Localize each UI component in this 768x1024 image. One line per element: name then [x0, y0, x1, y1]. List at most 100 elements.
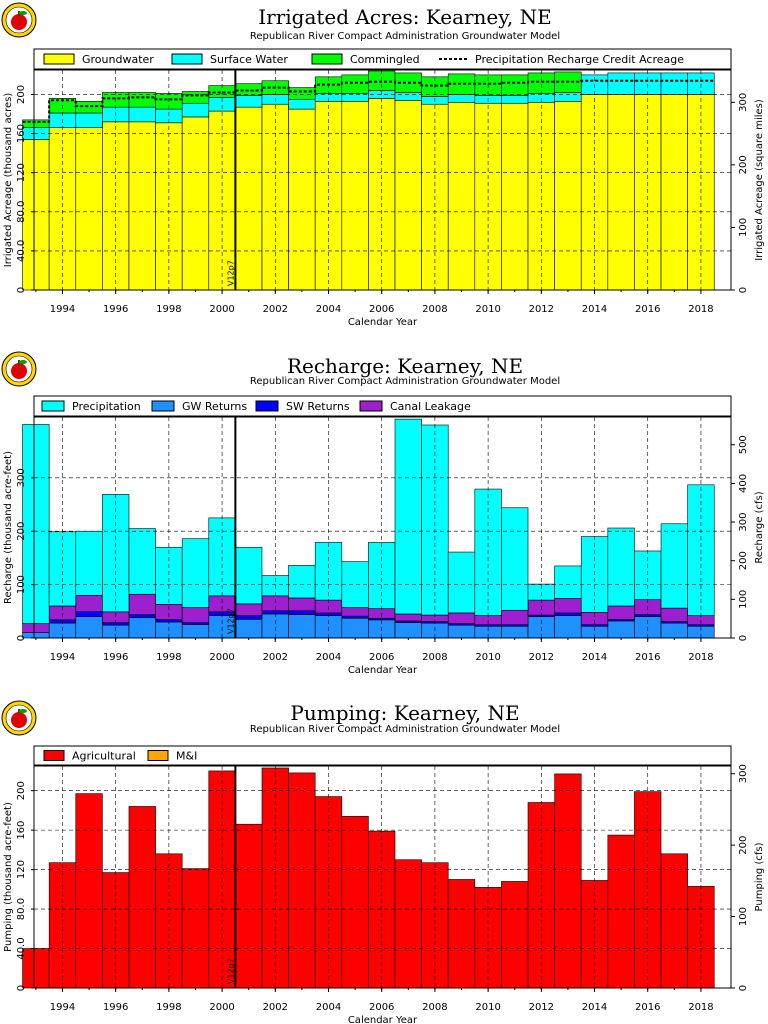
x-tick-label: 1998	[156, 1002, 181, 1013]
y2-axis-label: Pumping (cfs)	[754, 842, 765, 911]
x-tick-label: 2010	[475, 304, 500, 315]
x-tick-label: 2008	[422, 1002, 447, 1013]
legend-label: Commingled	[350, 53, 420, 66]
y-tick-label: 160	[16, 821, 27, 840]
bar-segment	[607, 620, 635, 639]
logo-apple	[11, 363, 27, 379]
bar-segment	[288, 614, 316, 639]
bar-segment	[394, 859, 422, 989]
y-tick-label: 0	[16, 287, 27, 293]
y2-tick-label: 0	[738, 287, 749, 293]
legend-label: Agricultural	[72, 750, 136, 763]
y2-tick-label: 100	[738, 218, 749, 237]
bar-segment	[22, 623, 50, 633]
x-axis-label: Calendar Year	[348, 317, 418, 328]
bar-segment	[288, 565, 316, 599]
bar-segment	[607, 72, 635, 95]
legend-swatch	[359, 400, 383, 412]
chart-title: Irrigated Acres: Kearney, NE	[258, 5, 551, 29]
x-tick-label: 2006	[369, 304, 394, 315]
bar-segment	[75, 530, 103, 596]
bar-segment	[128, 617, 156, 639]
bar-segment	[75, 112, 103, 128]
y2-tick-label: 500	[738, 435, 749, 454]
bar-segment	[447, 612, 476, 624]
x-tick-label: 2010	[475, 1002, 500, 1013]
bar-segment	[394, 100, 422, 291]
legend-label: Precipitation	[72, 400, 141, 413]
logo-apple	[11, 712, 27, 728]
y2-tick-label: 200	[738, 155, 749, 174]
y-tick-label: 40.0	[16, 937, 27, 959]
x-tick-label: 2012	[529, 652, 554, 663]
bar-segment	[660, 523, 688, 609]
x-tick-label: 2018	[688, 652, 713, 663]
bar-segment	[447, 551, 476, 614]
legend-swatch	[151, 400, 175, 412]
legend-swatch	[311, 53, 343, 65]
bar-segment	[527, 72, 555, 94]
chart-subtitle: Republican River Compact Administration …	[250, 376, 560, 387]
bar-segment	[48, 127, 77, 291]
bar-segment	[128, 121, 156, 291]
x-axis-label: Calendar Year	[348, 1015, 418, 1024]
bar-segment	[447, 624, 476, 639]
bar-segment	[660, 607, 688, 622]
logo-leaf	[19, 709, 27, 713]
x-tick-label: 1996	[103, 652, 128, 663]
bar-segment	[75, 127, 103, 291]
y2-tick-label: 0	[738, 985, 749, 991]
bar-segment	[261, 613, 289, 639]
bar-segment	[128, 614, 156, 619]
bar-segment	[341, 607, 369, 617]
y-tick-label: 200	[16, 85, 27, 104]
legend-label: Canal Leakage	[390, 400, 471, 413]
bar-segment	[394, 613, 422, 622]
x-tick-label: 2000	[209, 1002, 234, 1013]
x-tick-label: 2008	[422, 304, 447, 315]
bar-segment	[607, 605, 635, 620]
x-tick-label: 2006	[369, 652, 394, 663]
legend-swatch	[41, 400, 65, 412]
bar-segment	[48, 862, 77, 989]
y-tick-label: 40.0	[16, 240, 27, 262]
bar-segment	[288, 597, 316, 612]
logo-stem	[18, 709, 20, 714]
bar-segment	[554, 598, 582, 614]
x-tick-label: 1996	[103, 1002, 128, 1013]
bar-segment	[341, 617, 369, 639]
y-tick-label: 80.0	[16, 898, 27, 920]
bar-segment	[501, 74, 529, 96]
x-tick-label: 1994	[50, 652, 75, 663]
bar-segment	[501, 102, 529, 291]
chart-panel-1: Irrigated Acres: Kearney, NE Republican R…	[1, 2, 765, 328]
logo-stem	[18, 11, 20, 16]
bar-segment	[288, 99, 316, 110]
bar-segment	[660, 72, 688, 95]
bar-segment	[288, 610, 316, 615]
x-tick-label: 2014	[582, 1002, 607, 1013]
y-tick-label: 0	[16, 635, 27, 641]
chart-title: Recharge: Kearney, NE	[287, 354, 523, 378]
bar-segment	[235, 546, 263, 605]
x-tick-label: 2012	[529, 1002, 554, 1013]
legend-label: Surface Water	[210, 53, 288, 66]
y2-tick-label: 0	[738, 635, 749, 641]
x-tick-label: 1994	[50, 304, 75, 315]
legend-swatch	[147, 750, 169, 761]
logo-leaf	[19, 11, 27, 15]
logo-leaf	[19, 360, 27, 364]
chart-subtitle: Republican River Compact Administration …	[250, 31, 560, 42]
logo-apple	[11, 14, 27, 30]
legend-swatch	[43, 53, 75, 65]
bar-segment	[288, 108, 316, 291]
bar-segment	[181, 624, 210, 639]
legend-label: GW Returns	[182, 400, 247, 413]
apple-logo	[1, 700, 37, 736]
plot-frame	[33, 765, 732, 989]
bar-segment	[554, 565, 582, 599]
bar-segment	[235, 106, 263, 291]
x-tick-label: 2018	[688, 304, 713, 315]
